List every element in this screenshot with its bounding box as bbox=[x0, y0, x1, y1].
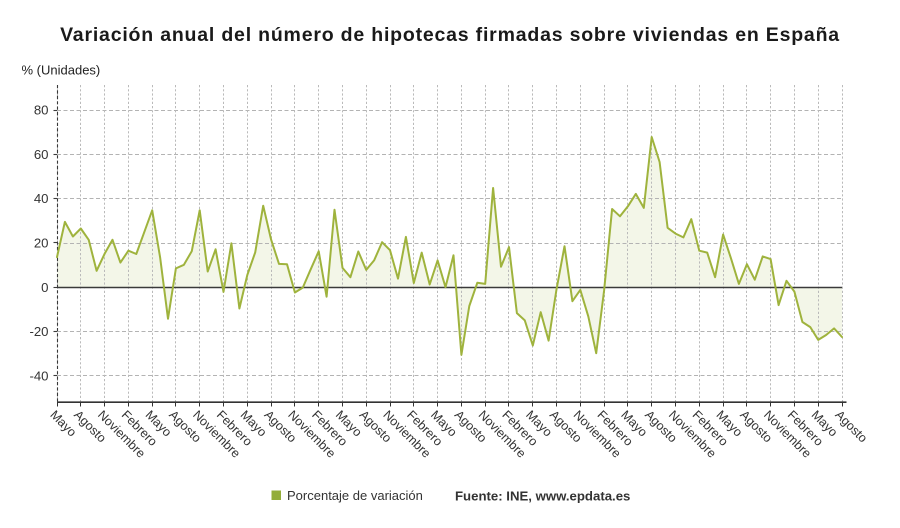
svg-text:20: 20 bbox=[34, 236, 49, 251]
svg-text:60: 60 bbox=[34, 147, 49, 162]
svg-text:80: 80 bbox=[34, 103, 49, 118]
svg-text:% (Unidades): % (Unidades) bbox=[22, 63, 101, 78]
svg-text:-20: -20 bbox=[29, 324, 48, 339]
svg-text:Porcentaje de variación: Porcentaje de variación bbox=[287, 488, 423, 503]
svg-text:Fuente: INE, www.epdata.es: Fuente: INE, www.epdata.es bbox=[455, 489, 630, 504]
svg-text:40: 40 bbox=[34, 191, 49, 206]
svg-text:Variación anual del número de: Variación anual del número de hipotecas … bbox=[60, 24, 840, 46]
svg-text:-40: -40 bbox=[29, 368, 48, 383]
svg-text:0: 0 bbox=[41, 280, 48, 295]
